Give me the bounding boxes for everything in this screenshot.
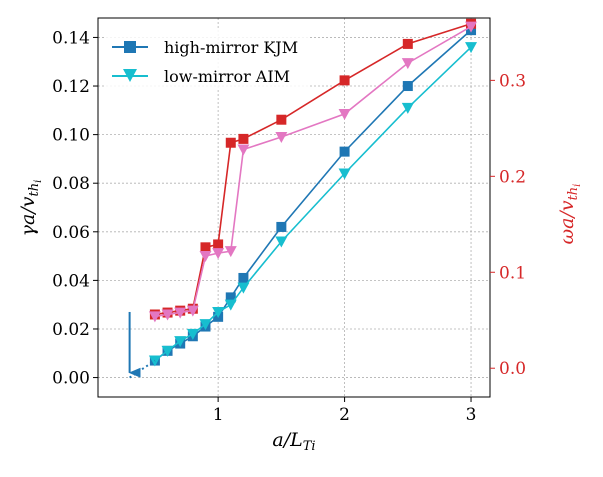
x-tick-label: 3 bbox=[466, 405, 477, 425]
data-point-square bbox=[339, 75, 350, 86]
square-marker-icon bbox=[124, 41, 136, 53]
data-point-triangle bbox=[174, 307, 187, 319]
y-tick-label-left: 0.12 bbox=[52, 77, 90, 97]
legend-box bbox=[104, 28, 309, 90]
data-point-square bbox=[276, 114, 287, 125]
data-point-triangle bbox=[224, 299, 237, 311]
y-tick-label-left: 0.14 bbox=[52, 28, 90, 48]
data-point-triangle bbox=[465, 21, 478, 33]
data-point-triangle bbox=[237, 282, 250, 294]
data-point-triangle bbox=[161, 309, 174, 321]
data-point-triangle bbox=[199, 250, 212, 262]
data-point-square bbox=[402, 38, 413, 49]
y-tick-label-left: 0.02 bbox=[52, 320, 90, 340]
y-tick-label-right: 0.3 bbox=[499, 71, 526, 91]
series-3 bbox=[148, 21, 478, 323]
data-point-triangle bbox=[199, 319, 212, 331]
legend: high-mirror KJM low-mirror AIM bbox=[104, 28, 309, 90]
plot-frame bbox=[97, 17, 491, 398]
y-axis-label-left: γa/vthi bbox=[17, 180, 44, 237]
legend-item-high-mirror-kjm: high-mirror KJM bbox=[112, 38, 298, 57]
data-point-triangle bbox=[212, 248, 225, 260]
data-point-triangle bbox=[401, 102, 414, 114]
extrapolation-line bbox=[129, 359, 156, 379]
y-tick-label-left: 0.10 bbox=[52, 126, 90, 146]
data-point-square bbox=[238, 272, 249, 283]
data-point-triangle bbox=[174, 336, 187, 348]
y-tick-label-right: 0.2 bbox=[499, 167, 526, 187]
series-line bbox=[154, 46, 472, 362]
data-point-triangle bbox=[186, 328, 199, 340]
data-point-triangle bbox=[148, 311, 161, 323]
triangle-down-marker-icon bbox=[123, 69, 137, 82]
data-point-square bbox=[225, 137, 236, 148]
data-point-triangle bbox=[224, 246, 237, 258]
data-point-square bbox=[225, 292, 236, 303]
data-point-triangle bbox=[465, 42, 478, 54]
data-point-triangle bbox=[275, 131, 288, 143]
data-point-triangle bbox=[275, 236, 288, 248]
data-point-triangle bbox=[212, 306, 225, 318]
axis-ticks: 1 2 3 0.00 0.02 0.04 0.06 0.08 0.10 0.12 0.14 0.0 0.… bbox=[52, 28, 526, 425]
y-axis-label-right: ωa/vthi bbox=[556, 184, 583, 245]
data-point-triangle bbox=[237, 144, 250, 156]
series-1 bbox=[148, 42, 478, 367]
data-point-square bbox=[213, 239, 224, 250]
data-point-triangle bbox=[338, 168, 351, 180]
y-tick-label-right: 0.1 bbox=[499, 263, 526, 283]
data-point-square bbox=[200, 242, 211, 253]
y-tick-label-left: 0.00 bbox=[52, 369, 90, 389]
data-point-square bbox=[276, 221, 287, 232]
x-axis-label: a/LTi bbox=[272, 429, 315, 454]
data-point-triangle bbox=[186, 305, 199, 317]
data-point-square bbox=[339, 146, 350, 157]
annotations bbox=[128, 311, 156, 379]
legend-label-high-mirror-kjm: high-mirror KJM bbox=[164, 38, 298, 57]
y-tick-label-left: 0.04 bbox=[52, 271, 90, 291]
y-tick-label-left: 0.08 bbox=[52, 174, 90, 194]
data-point-square bbox=[402, 81, 413, 92]
legend-item-low-mirror-aim: low-mirror AIM bbox=[112, 67, 290, 86]
y-tick-label-left: 0.06 bbox=[52, 223, 90, 243]
legend-label-low-mirror-aim: low-mirror AIM bbox=[164, 67, 290, 86]
data-point-triangle bbox=[161, 345, 174, 357]
data-point-square bbox=[238, 133, 249, 144]
x-tick-label: 1 bbox=[213, 405, 224, 425]
data-point-triangle bbox=[338, 108, 351, 120]
data-point-triangle bbox=[401, 58, 414, 70]
x-tick-label: 2 bbox=[339, 405, 350, 425]
y-tick-label-right: 0.0 bbox=[499, 359, 526, 379]
